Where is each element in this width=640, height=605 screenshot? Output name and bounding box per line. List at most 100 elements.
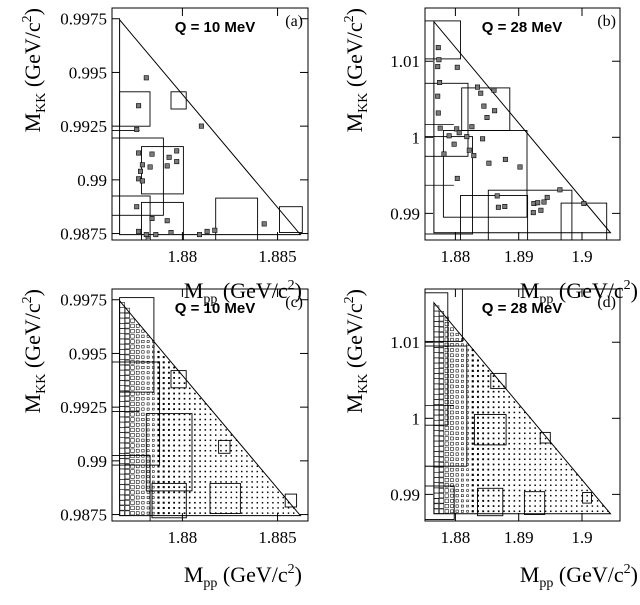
density-cell <box>550 489 552 492</box>
density-cell <box>444 441 449 446</box>
density-cell <box>130 381 135 386</box>
panel-c-xlabel: Mpp (GeV/c2) <box>184 562 302 591</box>
bin-box <box>215 197 259 240</box>
density-cell <box>565 468 568 471</box>
density-cell <box>119 479 125 485</box>
density-cell <box>492 411 495 414</box>
bin-box <box>279 206 303 233</box>
x-tick-label: 1.88 <box>441 247 471 266</box>
density-cell <box>513 432 516 435</box>
density-cell <box>194 465 196 468</box>
density-cell <box>214 423 217 426</box>
density-cell <box>124 474 130 480</box>
density-cell <box>444 327 449 332</box>
density-cell <box>476 416 479 419</box>
density-cell <box>141 495 145 500</box>
density-cell <box>124 411 130 417</box>
panel-b-ticks: 1.88 1.89 1.9 0.99 1 1.01 <box>390 8 620 266</box>
density-cell <box>214 486 217 488</box>
density-cell <box>482 406 485 409</box>
density-cell <box>455 509 459 513</box>
density-cell <box>534 494 536 497</box>
density-cell <box>119 317 125 324</box>
density-cell <box>492 427 495 429</box>
density-cell <box>529 494 531 497</box>
bin-box <box>119 297 155 393</box>
density-cell <box>130 370 135 375</box>
density-cell <box>455 447 459 451</box>
density-cell <box>230 496 233 499</box>
density-cell <box>141 391 145 396</box>
density-cell <box>444 400 449 405</box>
density-cell <box>513 494 516 497</box>
density-cell <box>570 510 573 512</box>
density-cell <box>287 512 290 514</box>
density-cell <box>124 323 130 329</box>
density-cell <box>199 429 201 431</box>
density-cell <box>119 421 125 428</box>
density-cell <box>225 444 227 447</box>
density-cell <box>188 387 191 390</box>
density-cell <box>461 442 464 446</box>
density-cell <box>199 439 201 442</box>
density-cell <box>225 465 227 468</box>
density-cell <box>560 468 562 471</box>
density-cell <box>433 451 440 457</box>
density-cell <box>461 405 464 409</box>
density-cell <box>235 465 238 468</box>
density-cell <box>124 391 130 397</box>
density-cell <box>130 479 135 485</box>
density-cell <box>152 423 155 426</box>
density-cell <box>173 418 176 421</box>
density-cell <box>119 338 125 345</box>
density-cell <box>240 486 243 488</box>
density-cell <box>214 507 217 509</box>
density-cell <box>471 380 474 383</box>
density-cell <box>124 510 130 516</box>
density-cell <box>162 470 165 473</box>
density-cell <box>513 448 516 450</box>
density-cell <box>135 495 140 500</box>
density-cell <box>450 499 454 503</box>
density-cell <box>450 509 454 514</box>
x-tick-label: 1.88 <box>441 528 471 547</box>
density-cell <box>433 492 440 499</box>
density-cell <box>130 433 135 438</box>
density-cell <box>204 408 207 410</box>
density-cell <box>482 468 485 471</box>
density-cell <box>513 416 516 419</box>
density-cell <box>292 512 295 514</box>
density-cell <box>220 496 222 499</box>
density-cell <box>596 505 599 507</box>
density-cell <box>162 475 165 478</box>
density-cell <box>235 475 238 478</box>
density-cell <box>183 455 186 457</box>
density-cell <box>209 429 212 431</box>
density-cell <box>277 507 279 509</box>
density-cell <box>482 395 485 398</box>
density-cell <box>444 389 449 394</box>
density-cell <box>439 462 445 467</box>
density-cell <box>214 491 217 494</box>
density-cell <box>119 349 125 355</box>
density-cell <box>466 343 469 347</box>
density-cell <box>450 379 454 384</box>
density-cell <box>157 449 160 452</box>
density-cell <box>450 363 454 368</box>
density-cell <box>246 502 248 504</box>
density-cell <box>444 342 449 347</box>
density-cell <box>534 463 536 466</box>
density-cell <box>565 474 568 476</box>
density-cell <box>508 463 510 466</box>
panel-b-ylabel: MKK (GeV/c2) <box>342 8 371 132</box>
density-cell <box>141 371 145 375</box>
density-cell <box>450 384 454 389</box>
density-cell <box>162 434 165 437</box>
density-cell <box>225 460 227 462</box>
density-cell <box>518 458 521 461</box>
density-cell <box>141 501 145 505</box>
density-cell <box>455 431 459 435</box>
density-cell <box>220 465 222 468</box>
density-cell <box>471 421 474 424</box>
density-cell <box>230 470 233 473</box>
